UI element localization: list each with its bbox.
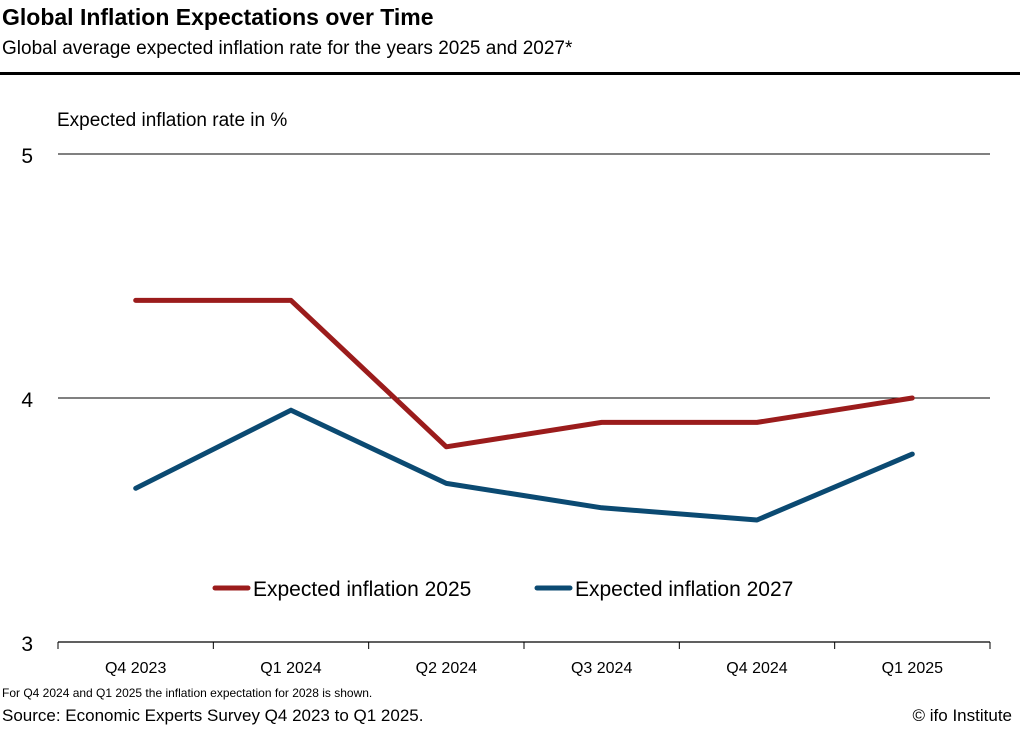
y-axis-label: Expected inflation rate in % xyxy=(57,110,287,131)
copyright-credit: © ifo Institute xyxy=(912,706,1012,725)
x-tick-label: Q1 2025 xyxy=(882,660,943,677)
chart-title: Global Inflation Expectations over Time xyxy=(2,4,434,30)
series-line-expected-inflation-2027 xyxy=(133,407,915,523)
y-tick-label: 4 xyxy=(21,389,33,412)
x-tick-label: Q2 2024 xyxy=(416,660,477,677)
chart-subtitle: Global average expected inflation rate f… xyxy=(2,38,573,59)
x-tick-label: Q4 2024 xyxy=(726,660,787,677)
series-line-expected-inflation-2025 xyxy=(133,297,915,450)
x-tick-label: Q4 2023 xyxy=(105,660,166,677)
y-tick-label: 3 xyxy=(21,633,33,656)
footnote: For Q4 2024 and Q1 2025 the inflation ex… xyxy=(2,686,373,700)
y-tick-label: 5 xyxy=(21,145,33,168)
legend-label: Expected inflation 2027 xyxy=(575,578,793,601)
x-tick-label: Q3 2024 xyxy=(571,660,632,677)
title-divider xyxy=(0,72,1020,75)
x-tick-label: Q1 2024 xyxy=(260,660,321,677)
legend-label: Expected inflation 2025 xyxy=(253,578,471,601)
source-text: Source: Economic Experts Survey Q4 2023 … xyxy=(2,706,424,725)
